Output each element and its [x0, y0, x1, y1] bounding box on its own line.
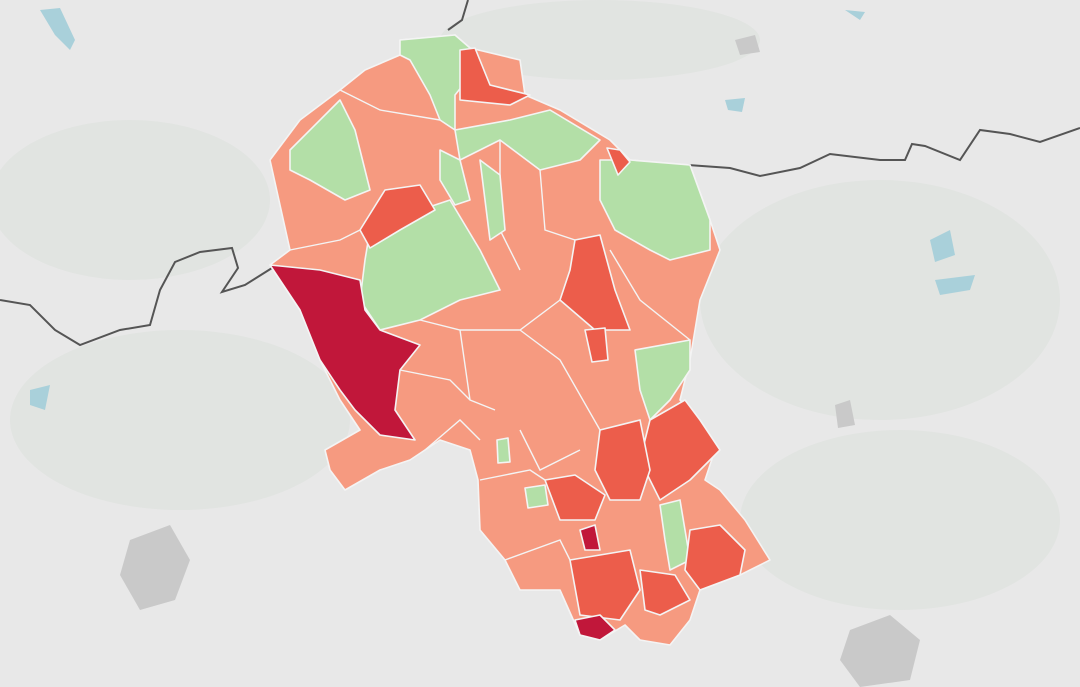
municipality	[594, 419, 651, 501]
municipality	[606, 147, 631, 176]
municipality	[496, 437, 511, 464]
municipality	[579, 524, 601, 551]
municipality	[684, 524, 746, 591]
municipalities	[269, 34, 771, 646]
municipality	[289, 99, 371, 201]
municipality	[574, 614, 616, 641]
municipality	[634, 339, 691, 421]
municipality	[524, 484, 549, 509]
municipality	[269, 264, 421, 441]
water-bodies	[30, 8, 975, 410]
municipality	[569, 549, 641, 621]
regional-borders	[0, 0, 1080, 347]
municipality	[544, 474, 606, 521]
municipality	[359, 184, 436, 249]
municipal-boundaries	[289, 89, 691, 561]
municipality	[584, 327, 609, 363]
municipality	[454, 109, 601, 171]
municipality	[479, 159, 506, 241]
municipality	[599, 159, 711, 261]
municipality	[459, 47, 531, 106]
municipality	[639, 569, 691, 616]
terrain-patches	[0, 0, 1060, 610]
urban-areas	[120, 35, 920, 687]
municipality	[559, 234, 631, 331]
municipality	[439, 149, 471, 206]
